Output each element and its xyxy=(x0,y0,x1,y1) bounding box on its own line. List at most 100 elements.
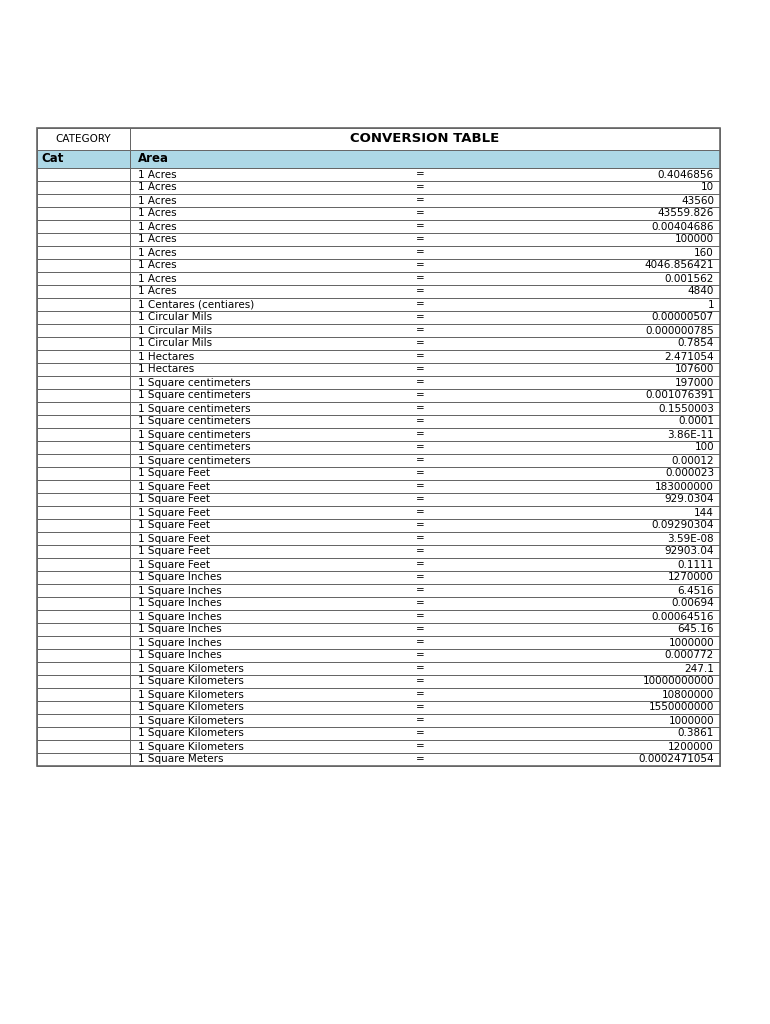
Bar xyxy=(37,480,130,493)
Text: =: = xyxy=(416,495,424,505)
Bar xyxy=(37,207,130,220)
Text: 160: 160 xyxy=(695,248,714,257)
Text: 1 Square Feet: 1 Square Feet xyxy=(138,469,210,478)
Bar xyxy=(37,259,130,272)
Text: =: = xyxy=(416,339,424,348)
Text: 6.4516: 6.4516 xyxy=(678,586,714,596)
Text: 1 Square Kilometers: 1 Square Kilometers xyxy=(138,689,244,699)
Text: =: = xyxy=(416,677,424,686)
Text: =: = xyxy=(416,755,424,765)
Text: 929.0304: 929.0304 xyxy=(665,495,714,505)
Text: 1 Square Kilometers: 1 Square Kilometers xyxy=(138,677,244,686)
Bar xyxy=(130,246,720,259)
Bar xyxy=(130,753,720,766)
Text: 1 Square centimeters: 1 Square centimeters xyxy=(138,378,250,387)
Text: 1 Acres: 1 Acres xyxy=(138,260,176,270)
Text: =: = xyxy=(416,611,424,622)
Text: =: = xyxy=(416,287,424,297)
Text: 0.001562: 0.001562 xyxy=(665,273,714,284)
Text: =: = xyxy=(416,326,424,336)
Bar xyxy=(37,636,130,649)
Bar xyxy=(37,649,130,662)
Text: 3.59E-08: 3.59E-08 xyxy=(668,534,714,544)
Text: =: = xyxy=(416,273,424,284)
Text: 4046.856421: 4046.856421 xyxy=(644,260,714,270)
Text: 0.1550003: 0.1550003 xyxy=(658,403,714,414)
Text: 100000: 100000 xyxy=(675,234,714,245)
Text: 0.00404686: 0.00404686 xyxy=(651,221,714,231)
Bar xyxy=(130,727,720,740)
Bar xyxy=(37,506,130,519)
Bar xyxy=(130,675,720,688)
Text: =: = xyxy=(416,403,424,414)
Bar xyxy=(130,532,720,545)
Text: 1 Centares (centiares): 1 Centares (centiares) xyxy=(138,299,254,309)
Bar xyxy=(130,376,720,389)
Text: 1 Square Feet: 1 Square Feet xyxy=(138,534,210,544)
Text: 1 Square Inches: 1 Square Inches xyxy=(138,625,222,635)
Text: =: = xyxy=(416,664,424,674)
Text: 645.16: 645.16 xyxy=(678,625,714,635)
Text: 10000000000: 10000000000 xyxy=(642,677,714,686)
Text: Cat: Cat xyxy=(41,153,63,166)
Bar xyxy=(130,150,720,168)
Bar xyxy=(130,362,720,376)
Text: =: = xyxy=(416,728,424,738)
Text: 0.00000507: 0.00000507 xyxy=(652,312,714,323)
Text: =: = xyxy=(416,572,424,583)
Bar xyxy=(130,415,720,428)
Text: =: = xyxy=(416,456,424,466)
Text: =: = xyxy=(416,559,424,569)
Text: 1 Square centimeters: 1 Square centimeters xyxy=(138,390,250,400)
Bar xyxy=(37,623,130,636)
Text: 4840: 4840 xyxy=(688,287,714,297)
Bar xyxy=(130,298,720,311)
Bar xyxy=(37,298,130,311)
Text: 1 Square Inches: 1 Square Inches xyxy=(138,650,222,660)
Bar xyxy=(37,675,130,688)
Bar xyxy=(37,272,130,285)
Bar xyxy=(37,220,130,233)
Bar xyxy=(37,493,130,506)
Bar xyxy=(130,584,720,597)
Text: Area: Area xyxy=(138,153,169,166)
Bar xyxy=(37,688,130,701)
Text: =: = xyxy=(416,221,424,231)
Bar xyxy=(37,428,130,441)
Text: 1 Circular Mils: 1 Circular Mils xyxy=(138,312,212,323)
Text: 1 Square Feet: 1 Square Feet xyxy=(138,481,210,492)
Bar xyxy=(37,584,130,597)
Bar xyxy=(37,467,130,480)
Text: 1 Acres: 1 Acres xyxy=(138,170,176,179)
Text: =: = xyxy=(416,702,424,713)
Bar xyxy=(37,558,130,571)
Bar xyxy=(130,194,720,207)
Text: 92903.04: 92903.04 xyxy=(665,547,714,556)
Text: =: = xyxy=(416,598,424,608)
Text: CONVERSION TABLE: CONVERSION TABLE xyxy=(350,132,500,145)
Text: =: = xyxy=(416,365,424,375)
Bar xyxy=(37,454,130,467)
Text: =: = xyxy=(416,741,424,752)
Text: 1 Acres: 1 Acres xyxy=(138,248,176,257)
Text: 0.4046856: 0.4046856 xyxy=(658,170,714,179)
Bar xyxy=(130,259,720,272)
Text: 0.000023: 0.000023 xyxy=(665,469,714,478)
Bar xyxy=(130,545,720,558)
Bar xyxy=(37,168,130,181)
Text: 1 Square Feet: 1 Square Feet xyxy=(138,559,210,569)
Text: 43559.826: 43559.826 xyxy=(658,209,714,218)
Bar xyxy=(130,558,720,571)
Bar xyxy=(130,467,720,480)
Bar xyxy=(130,597,720,610)
Bar xyxy=(130,688,720,701)
Bar xyxy=(37,324,130,337)
Bar xyxy=(130,207,720,220)
Bar xyxy=(130,623,720,636)
Text: 1270000: 1270000 xyxy=(668,572,714,583)
Text: =: = xyxy=(416,234,424,245)
Bar xyxy=(130,610,720,623)
Text: =: = xyxy=(416,638,424,647)
Bar xyxy=(37,194,130,207)
Bar xyxy=(37,532,130,545)
